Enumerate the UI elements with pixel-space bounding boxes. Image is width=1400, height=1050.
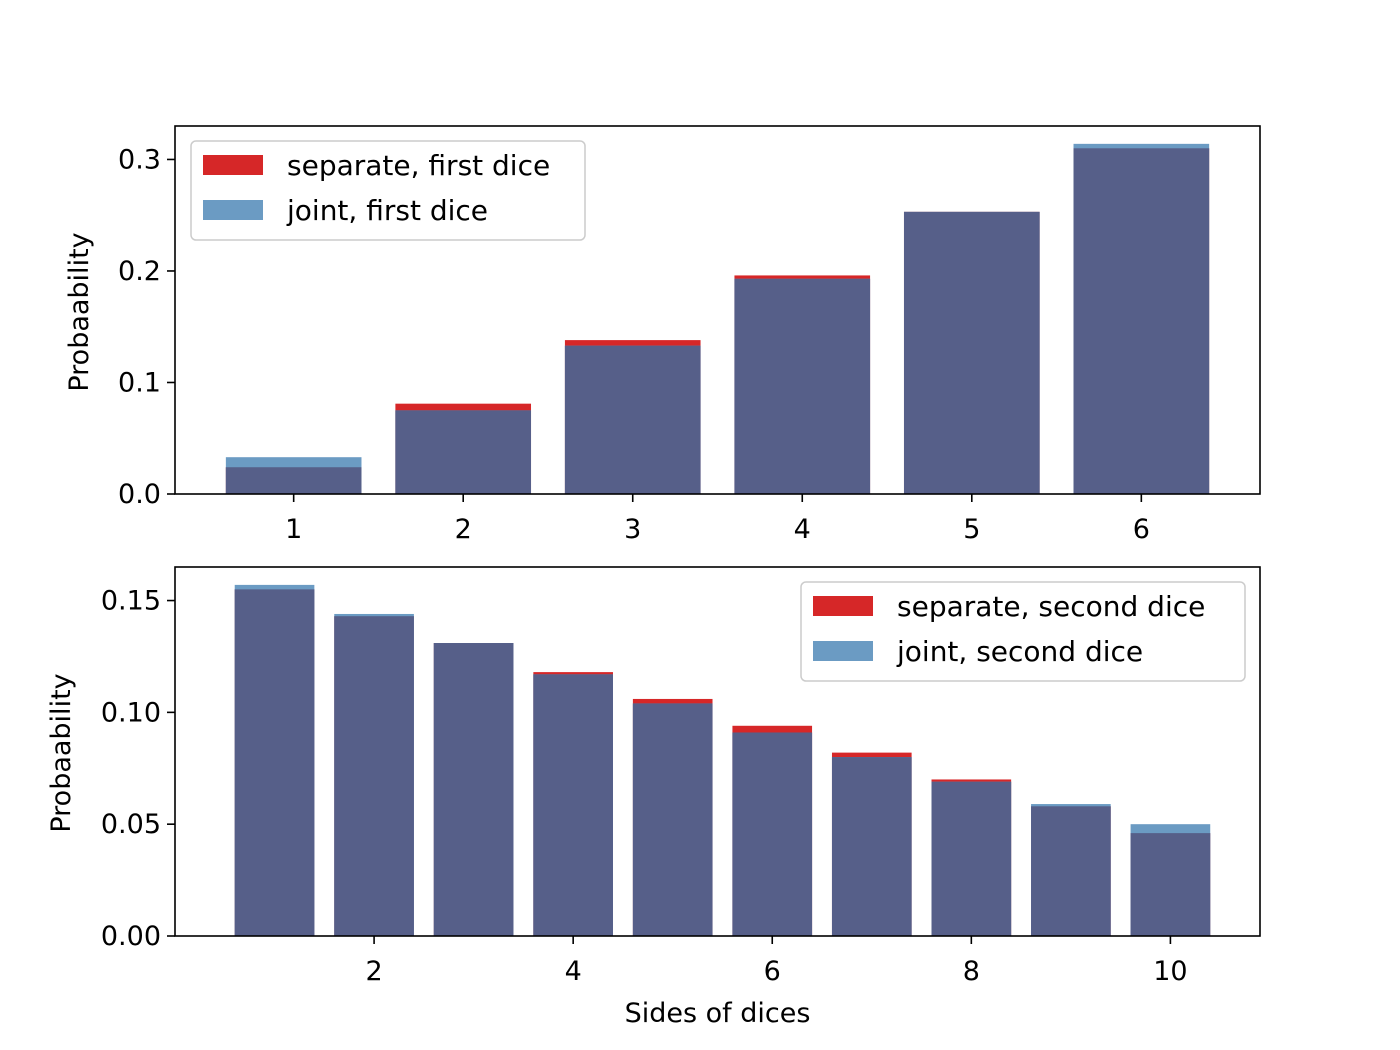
x-tick-label: 2 <box>365 956 382 987</box>
legend-box <box>190 140 586 241</box>
bar-overlap <box>1073 148 1210 494</box>
x-tick-label: 4 <box>565 956 582 987</box>
y-axis-label: Probaability <box>46 673 77 832</box>
bar-overlap <box>632 703 713 936</box>
x-tick-label: 4 <box>794 514 811 545</box>
x-tick-label: 5 <box>963 514 980 545</box>
legend-label: separate, first dice <box>287 149 550 182</box>
x-tick-label: 3 <box>624 514 641 545</box>
y-tick-label: 0.05 <box>101 809 161 840</box>
x-tick-label: 8 <box>963 956 980 987</box>
x-tick-label: 10 <box>1153 956 1187 987</box>
y-axis-label: Probaability <box>64 232 95 391</box>
legend-label: joint, first dice <box>286 194 488 227</box>
x-tick-label: 6 <box>1133 514 1150 545</box>
bar-overlap <box>1130 833 1211 936</box>
axes-frame <box>174 125 1261 495</box>
bar-overlap <box>734 278 871 494</box>
legend-label: joint, second dice <box>896 635 1143 668</box>
legend-box <box>800 581 1246 682</box>
legend: separate, first dice joint, first dice <box>190 140 586 241</box>
y-tick-label: 0.15 <box>101 586 161 617</box>
bar-overlap <box>395 410 532 494</box>
x-tick-label: 6 <box>764 956 781 987</box>
bar-overlap <box>903 211 1040 494</box>
y-tick-label: 0.3 <box>118 144 161 175</box>
x-tick-label: 2 <box>455 514 472 545</box>
bar-overlap <box>931 781 1012 936</box>
y-tick-label: 0.0 <box>118 479 161 510</box>
x-axis-label: Sides of dices <box>625 998 811 1029</box>
x-tick-label: 1 <box>285 514 302 545</box>
legend-label: separate, second dice <box>897 590 1205 623</box>
bar-overlap <box>234 589 315 936</box>
bar-overlap <box>564 345 701 494</box>
bar-overlap <box>334 616 414 936</box>
legend-swatch <box>203 155 263 175</box>
bar-overlap <box>433 643 514 936</box>
top-chart-panel: 0.0 0.1 0.2 0.3 1 2 3 4 5 6 Probaability separate, … <box>64 125 1261 545</box>
y-tick-label: 0.10 <box>101 697 161 728</box>
bar-overlap <box>831 757 912 936</box>
y-tick-label: 0.00 <box>101 921 161 952</box>
legend-swatch <box>813 641 873 661</box>
bar-overlap <box>533 674 613 936</box>
legend: separate, second dice joint, second dice <box>800 581 1246 682</box>
bar-overlap <box>1031 806 1111 936</box>
bar-overlap <box>732 732 813 936</box>
y-tick-label: 0.2 <box>118 256 161 287</box>
legend-swatch <box>813 596 873 616</box>
legend-swatch <box>203 200 263 220</box>
bar-overlap <box>225 467 362 494</box>
y-tick-label: 0.1 <box>118 367 161 398</box>
bottom-chart-panel: 0.00 0.05 0.10 0.15 2 4 6 8 10 Probaability Sides … <box>46 566 1261 1029</box>
axes-frame <box>174 566 1261 937</box>
